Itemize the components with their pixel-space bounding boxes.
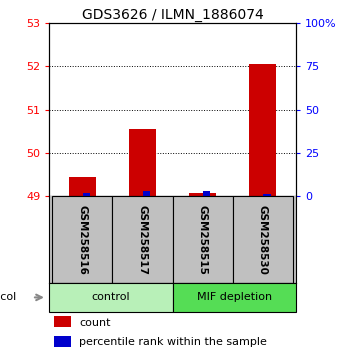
Text: protocol: protocol	[0, 292, 16, 302]
Text: GSM258530: GSM258530	[258, 205, 268, 275]
Bar	[143, 191, 150, 196]
Bar	[233, 196, 293, 283]
Title: GDS3626 / ILMN_1886074: GDS3626 / ILMN_1886074	[82, 8, 264, 22]
Text: count: count	[79, 318, 111, 327]
Bar	[49, 283, 173, 312]
Bar	[249, 64, 276, 196]
Bar	[54, 336, 71, 347]
Bar	[52, 196, 113, 283]
Bar	[113, 196, 173, 283]
Bar	[173, 196, 233, 283]
Bar	[173, 283, 296, 312]
Bar	[69, 177, 96, 196]
Text: percentile rank within the sample: percentile rank within the sample	[79, 337, 267, 347]
Text: GSM258515: GSM258515	[198, 205, 208, 275]
Bar	[129, 129, 156, 196]
Text: control: control	[91, 292, 130, 302]
Bar	[54, 316, 71, 327]
Text: MIF depletion: MIF depletion	[197, 292, 272, 302]
Text: GSM258516: GSM258516	[78, 205, 87, 275]
Bar	[203, 191, 210, 196]
Bar	[189, 193, 216, 196]
Bar	[83, 193, 90, 196]
Bar	[264, 194, 271, 196]
Text: GSM258517: GSM258517	[137, 205, 148, 275]
